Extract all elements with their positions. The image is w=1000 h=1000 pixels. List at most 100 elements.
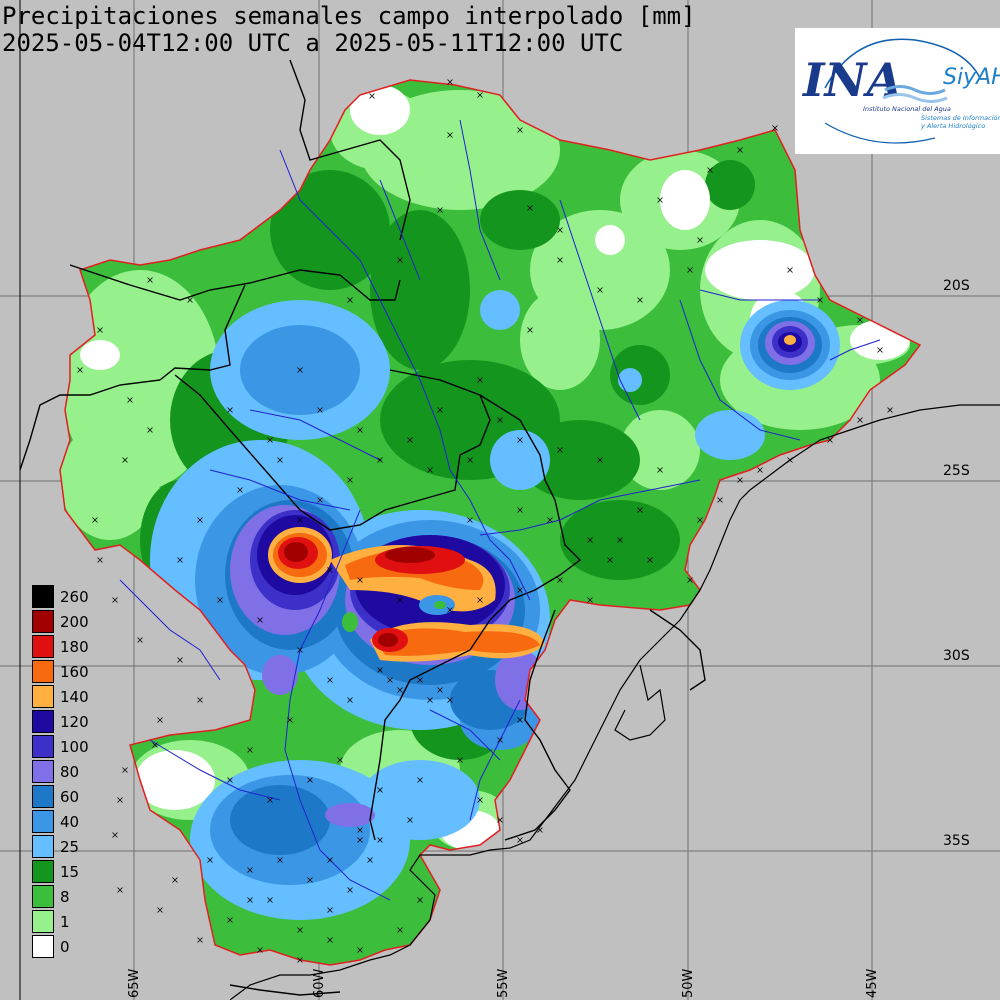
legend-item: 160 [32,659,89,684]
station-marker [857,317,863,323]
station-marker [327,567,333,573]
longitude-label: 50W [681,968,696,998]
station-marker [317,497,323,503]
station-marker [147,277,153,283]
legend-label: 15 [60,862,80,881]
station-marker [757,467,763,473]
station-marker [157,717,163,723]
legend-item: 1 [32,909,89,934]
station-marker [97,327,103,333]
station-marker [427,697,433,703]
station-marker [327,857,333,863]
station-marker [537,827,543,833]
longitude-label: 45W [865,968,880,998]
station-marker [787,457,793,463]
station-marker [397,687,403,693]
latitude-label: 30S [943,648,970,664]
legend-item: 60 [32,784,89,809]
station-marker [217,597,223,603]
legend-swatch [32,660,54,683]
station-marker [427,467,433,473]
legend-item: 15 [32,859,89,884]
station-marker [297,957,303,963]
station-marker [297,517,303,523]
legend-label: 8 [60,887,70,906]
station-marker [327,937,333,943]
station-marker [377,667,383,673]
station-marker [497,417,503,423]
station-marker [267,437,273,443]
station-marker [557,257,563,263]
station-marker [307,877,313,883]
station-marker [357,427,363,433]
station-marker [207,857,213,863]
station-marker [112,597,118,603]
legend-swatch [32,635,54,658]
station-marker [177,657,183,663]
station-marker [377,837,383,843]
station-marker [307,777,313,783]
station-marker [877,347,883,353]
map-title: Precipitaciones semanales campo interpol… [2,2,696,30]
station-marker [447,132,453,138]
station-marker [657,467,663,473]
station-marker [437,207,443,213]
legend-label: 40 [60,812,80,831]
station-marker [197,937,203,943]
logo-line2: Sistemas de Información [921,114,1000,122]
station-marker [717,497,723,503]
station-marker [687,267,693,273]
station-marker [447,607,453,613]
station-marker [467,457,473,463]
latitude-label: 20S [943,278,970,294]
station-marker [287,717,293,723]
legend-label: 120 [60,712,89,731]
logo-line1: Instituto Nacional del Agua [863,105,951,113]
station-marker [557,447,563,453]
legend-label: 200 [60,612,89,631]
station-marker [647,557,653,563]
legend-swatch [32,710,54,733]
station-marker [407,437,413,443]
station-marker [257,617,263,623]
station-marker [477,597,483,603]
station-marker [517,837,523,843]
station-marker [187,297,193,303]
station-marker [197,697,203,703]
station-marker [657,197,663,203]
legend-item: 8 [32,884,89,909]
station-marker [397,257,403,263]
station-marker [152,742,158,748]
legend-swatch [32,860,54,883]
legend-label: 180 [60,637,89,656]
station-marker [437,407,443,413]
legend-label: 160 [60,662,89,681]
legend-item: 80 [32,759,89,784]
station-marker [357,827,363,833]
station-marker [607,557,613,563]
latitude-label: 25S [943,463,970,479]
station-marker [587,597,593,603]
station-marker [497,817,503,823]
station-marker [467,517,473,523]
station-marker [772,125,778,131]
legend-swatch [32,935,54,958]
legend-label: 100 [60,737,89,756]
legend-item: 0 [32,934,89,959]
station-marker [457,757,463,763]
station-marker [92,517,98,523]
station-marker [77,367,83,373]
logo-line3: y Alerta Hidrológico [920,122,985,130]
legend-item: 25 [32,834,89,859]
station-marker [357,837,363,843]
station-marker [697,237,703,243]
station-marker [277,857,283,863]
station-marker [887,407,893,413]
station-marker [597,457,603,463]
station-marker [277,457,283,463]
station-marker [347,477,353,483]
station-marker [147,427,153,433]
